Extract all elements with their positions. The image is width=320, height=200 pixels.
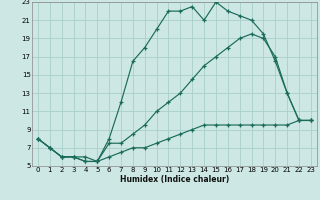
- X-axis label: Humidex (Indice chaleur): Humidex (Indice chaleur): [120, 175, 229, 184]
